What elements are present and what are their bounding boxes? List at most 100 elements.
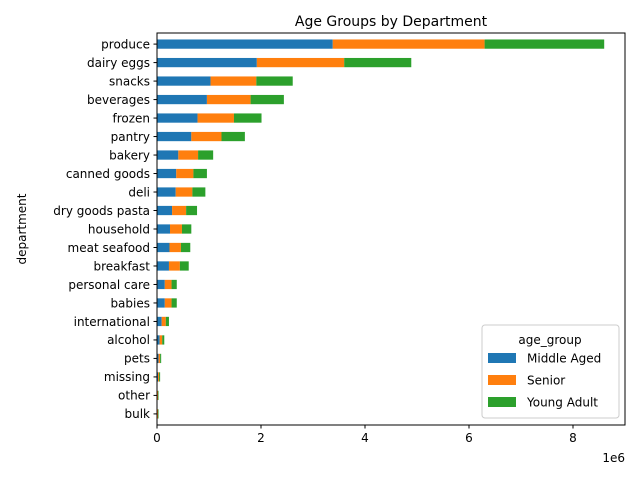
bar-produce-senior xyxy=(332,39,485,49)
bar-produce-middle-aged xyxy=(157,39,333,49)
y-axis-ticks: produce dairy eggs snacks beverages frozen pa… xyxy=(53,37,157,421)
bar-personal-care-middle-aged xyxy=(157,279,165,290)
y-tick-label: personal care xyxy=(68,278,150,292)
bar-meat-seafood-young-adult xyxy=(180,242,191,253)
bar-bakery-senior xyxy=(178,150,199,160)
x-tick-label: 8 xyxy=(569,431,577,445)
bar-meat-seafood-senior xyxy=(169,242,181,253)
y-tick-label: other xyxy=(118,389,150,403)
bar-beverages-young-adult xyxy=(250,94,284,105)
bar-pantry-middle-aged xyxy=(157,131,192,142)
bar-babies-young-adult xyxy=(171,298,177,308)
bar-other-senior xyxy=(157,390,159,401)
y-tick-label: bakery xyxy=(109,148,150,162)
bar-personal-care-senior xyxy=(164,279,172,290)
bar-alcohol-senior xyxy=(159,335,163,345)
y-tick-label: household xyxy=(88,222,150,236)
bar-beverages-senior xyxy=(206,94,251,105)
y-tick-label: missing xyxy=(104,370,150,384)
bar-pets-young-adult xyxy=(160,353,162,364)
bar-international-middle-aged xyxy=(157,316,162,327)
y-tick-label: alcohol xyxy=(107,333,150,347)
legend: age_group Middle Aged Senior Young Adult xyxy=(481,324,620,419)
bar-deli-senior xyxy=(175,187,193,197)
bar-dry-goods-pasta-young-adult xyxy=(186,205,198,216)
legend-label: Middle Aged xyxy=(527,352,601,366)
bar-deli-young-adult xyxy=(192,187,206,197)
legend-label: Young Adult xyxy=(526,396,598,410)
bar-missing-young-adult xyxy=(159,372,161,382)
legend-swatch xyxy=(488,397,516,407)
y-tick-label: deli xyxy=(128,185,150,199)
bar-snacks-senior xyxy=(210,76,257,86)
x-axis-ticks: 0 2 4 6 8 xyxy=(153,425,577,445)
bar-snacks-young-adult xyxy=(256,76,293,86)
bar-canned-goods-senior xyxy=(176,168,194,179)
x-axis-offset-label: 1e6 xyxy=(602,451,625,465)
bar-other-young-adult xyxy=(158,390,159,401)
bar-dairy-eggs-senior xyxy=(256,57,345,68)
legend-title: age_group xyxy=(518,333,581,347)
bar-personal-care-young-adult xyxy=(171,279,177,290)
y-axis-label: department xyxy=(15,193,29,264)
legend-swatch xyxy=(488,375,516,385)
bar-pets-senior xyxy=(158,353,161,364)
bar-bulk-young-adult xyxy=(158,409,159,419)
bars-layer xyxy=(157,39,605,419)
bar-missing-middle-aged xyxy=(157,372,159,382)
bar-babies-senior xyxy=(164,298,172,308)
y-tick-label: dairy eggs xyxy=(87,56,150,70)
legend-label: Senior xyxy=(527,374,565,388)
y-tick-label: breakfast xyxy=(93,259,150,273)
bar-dry-goods-pasta-middle-aged xyxy=(157,205,173,216)
bar-bakery-young-adult xyxy=(198,150,214,160)
bar-international-young-adult xyxy=(165,316,169,327)
bar-canned-goods-middle-aged xyxy=(157,168,177,179)
bar-dairy-eggs-middle-aged xyxy=(157,57,257,68)
x-tick-label: 2 xyxy=(257,431,265,445)
legend-box xyxy=(481,324,620,419)
bar-breakfast-young-adult xyxy=(179,261,189,271)
y-tick-label: frozen xyxy=(112,111,150,125)
x-tick-label: 4 xyxy=(361,431,369,445)
y-tick-label: dry goods pasta xyxy=(53,204,150,218)
bar-alcohol-middle-aged xyxy=(157,335,160,345)
bar-pantry-young-adult xyxy=(221,131,245,142)
y-tick-label: meat seafood xyxy=(68,241,150,255)
y-tick-label: pets xyxy=(124,352,150,366)
bar-snacks-middle-aged xyxy=(157,76,211,86)
bar-international-senior xyxy=(161,316,166,327)
bar-household-middle-aged xyxy=(157,224,170,234)
legend-swatch xyxy=(488,353,516,363)
y-tick-label: canned goods xyxy=(66,167,150,181)
bar-beverages-middle-aged xyxy=(157,94,207,105)
y-tick-label: beverages xyxy=(87,93,150,107)
bar-breakfast-senior xyxy=(168,261,180,271)
bar-household-senior xyxy=(170,224,182,234)
bar-produce-young-adult xyxy=(484,39,605,49)
bar-bakery-middle-aged xyxy=(157,150,179,160)
y-tick-label: snacks xyxy=(109,74,150,88)
x-tick-label: 0 xyxy=(153,431,161,445)
x-tick-label: 6 xyxy=(465,431,473,445)
bar-meat-seafood-middle-aged xyxy=(157,242,170,253)
bar-breakfast-middle-aged xyxy=(157,261,169,271)
bar-alcohol-young-adult xyxy=(162,335,165,345)
bar-deli-middle-aged xyxy=(157,187,176,197)
y-tick-label: international xyxy=(74,315,150,329)
y-tick-label: babies xyxy=(110,296,150,310)
bar-dry-goods-pasta-senior xyxy=(172,205,187,216)
bar-dairy-eggs-young-adult xyxy=(344,57,412,68)
legend-items: Middle Aged Senior Young Adult xyxy=(488,352,601,410)
bar-frozen-young-adult xyxy=(233,113,262,123)
bar-frozen-middle-aged xyxy=(157,113,198,123)
bar-household-young-adult xyxy=(181,224,192,234)
y-tick-label: bulk xyxy=(124,407,150,421)
chart-title: Age Groups by Department xyxy=(295,14,488,30)
bar-babies-middle-aged xyxy=(157,298,165,308)
y-tick-label: produce xyxy=(101,37,150,51)
bar-bulk-senior xyxy=(157,409,159,419)
bar-pantry-senior xyxy=(191,131,222,142)
